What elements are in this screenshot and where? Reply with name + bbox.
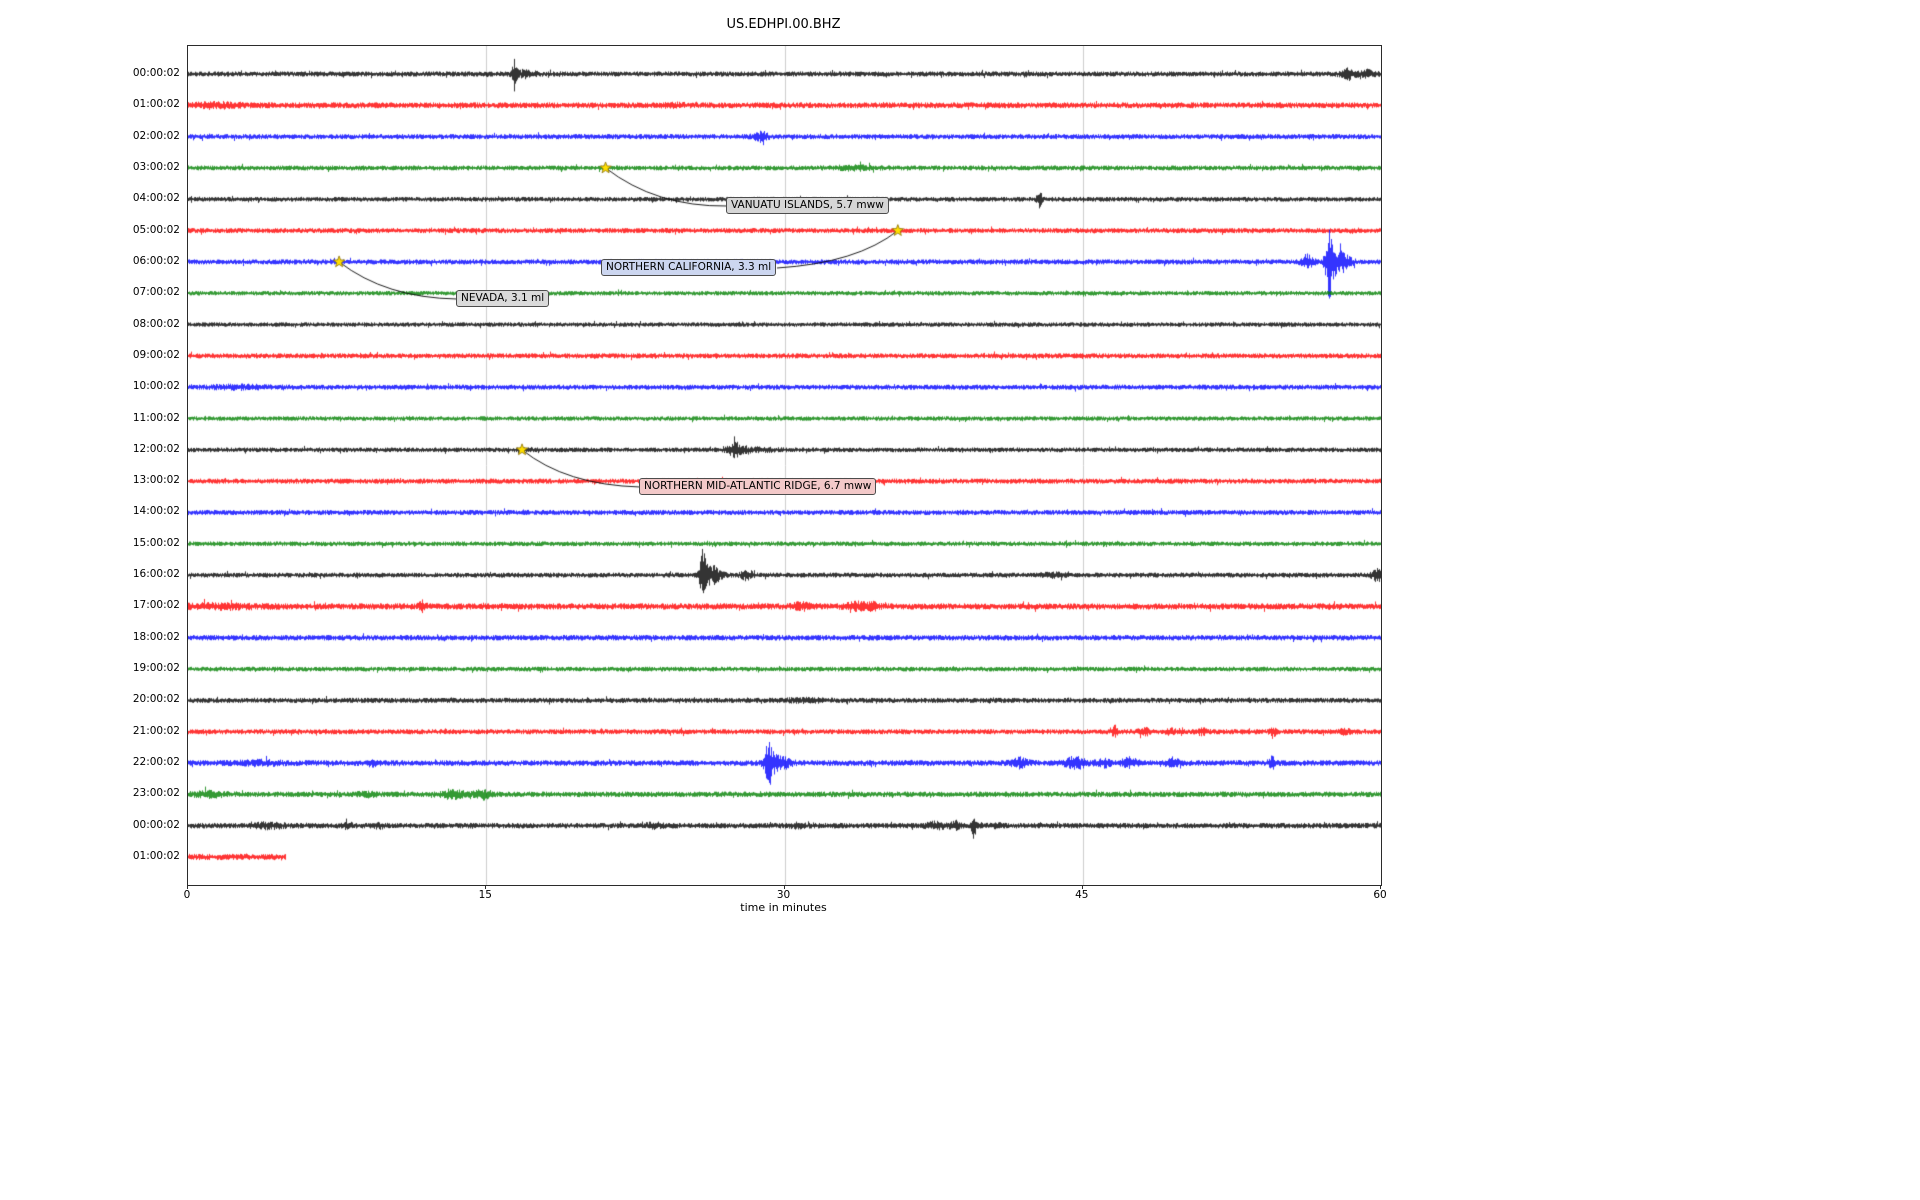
trace-time-label: 20:00:02 [132,693,180,706]
x-tick-label: 30 [776,889,791,901]
trace-time-label: 21:00:02 [132,724,180,737]
plot-area [187,45,1382,886]
trace-time-label: 13:00:02 [132,474,180,487]
event-annotation: NEVADA, 3.1 ml [456,290,550,307]
trace-time-label: 23:00:02 [132,787,180,800]
event-annotation: VANUATU ISLANDS, 5.7 mww [726,197,889,214]
trace-time-label: 09:00:02 [132,348,180,361]
figure-title: US.EDHPI.00.BHZ [726,17,841,32]
event-annotation: NORTHERN MID-ATLANTIC RIDGE, 6.7 mww [639,478,877,495]
seismogram-canvas [188,46,1381,885]
x-tick-mark [1380,885,1381,889]
trace-time-label: 16:00:02 [132,568,180,581]
x-tick-label: 60 [1373,889,1387,901]
trace-time-label: 15:00:02 [132,536,180,549]
trace-time-label: 04:00:02 [132,192,180,205]
x-axis-label: time in minutes [740,901,827,914]
x-tick-label: 45 [1075,889,1089,901]
trace-time-label: 01:00:02 [132,850,180,862]
x-tick-mark [485,885,487,889]
event-annotation: NORTHERN CALIFORNIA, 3.3 ml [601,259,777,276]
trace-time-label: 11:00:02 [132,411,180,424]
x-tick-mark [187,885,188,889]
x-tick-label: 15 [478,889,492,901]
trace-time-label: 10:00:02 [132,380,180,393]
x-tick-mark [783,885,785,889]
trace-time-label: 19:00:02 [132,662,180,675]
x-tick-label: 0 [183,889,191,901]
trace-time-label: 07:00:02 [132,286,180,299]
trace-time-label: 12:00:02 [132,442,180,455]
trace-time-label: 18:00:02 [132,630,180,643]
trace-time-label: 01:00:02 [132,98,180,111]
trace-time-label: 00:00:02 [132,818,180,831]
x-tick-mark [1081,885,1083,889]
trace-time-label: 22:00:02 [132,756,180,769]
trace-time-label: 08:00:02 [132,317,180,330]
trace-time-label: 17:00:02 [132,599,180,612]
trace-time-label: 02:00:02 [132,129,180,142]
trace-time-label: 03:00:02 [132,160,180,173]
trace-time-label: 06:00:02 [132,254,180,267]
trace-time-label: 00:00:02 [132,67,180,79]
trace-time-label: 14:00:02 [132,505,180,518]
trace-time-label: 05:00:02 [132,223,180,236]
